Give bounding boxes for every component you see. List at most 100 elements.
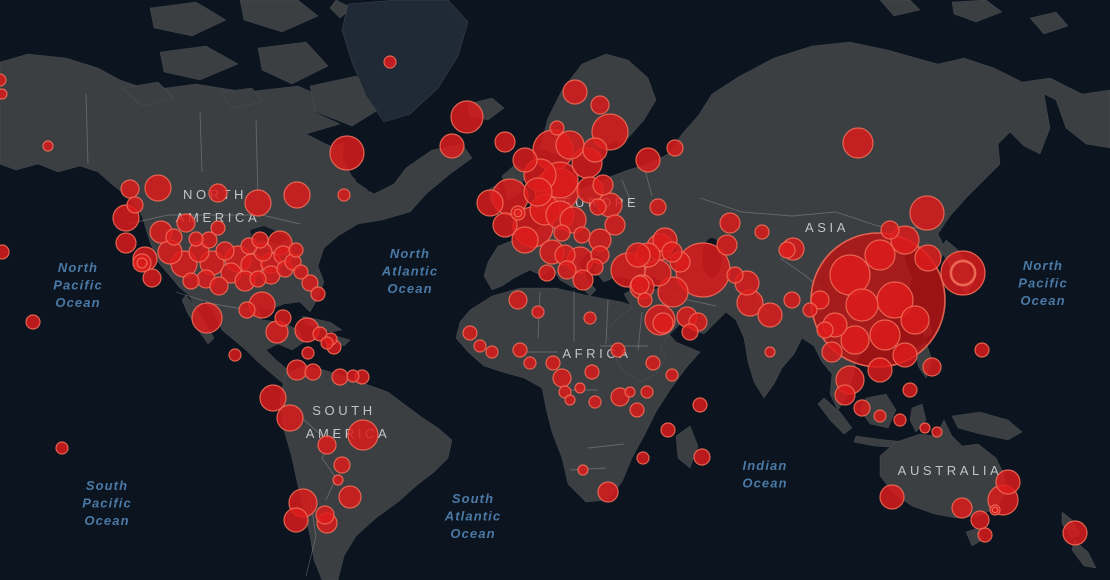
case-bubble[interactable] (597, 481, 619, 503)
case-bubble[interactable] (531, 305, 545, 319)
case-bubble[interactable] (555, 130, 585, 160)
case-bubble[interactable] (274, 309, 292, 327)
case-bubble[interactable] (283, 507, 309, 533)
case-bubble[interactable] (120, 179, 140, 199)
case-bubble[interactable] (182, 272, 200, 290)
case-bubble[interactable] (538, 264, 556, 282)
case-bubble[interactable] (115, 232, 137, 254)
case-bubble[interactable] (523, 356, 537, 370)
case-bubble[interactable] (970, 510, 990, 530)
case-bubble[interactable] (951, 497, 973, 519)
case-bubble[interactable] (337, 188, 351, 202)
case-bubble[interactable] (892, 342, 918, 368)
case-bubble[interactable] (25, 314, 41, 330)
case-bubble[interactable] (783, 291, 801, 309)
case-bubble[interactable] (624, 386, 636, 398)
case-bubble[interactable] (922, 357, 942, 377)
case-bubble[interactable] (329, 135, 365, 171)
case-bubble[interactable] (244, 189, 272, 217)
case-bubble[interactable] (1062, 520, 1088, 546)
case-bubble[interactable] (719, 212, 741, 234)
case-bubble[interactable] (210, 220, 226, 236)
case-bubble[interactable] (450, 100, 484, 134)
case-bubble[interactable] (816, 321, 834, 339)
case-bubble[interactable] (588, 395, 602, 409)
case-bubble[interactable] (869, 319, 901, 351)
case-bubble[interactable] (317, 435, 337, 455)
case-bubble[interactable] (126, 196, 144, 214)
case-bubble[interactable] (346, 369, 360, 383)
case-bubble[interactable] (630, 275, 650, 295)
case-bubble[interactable] (439, 133, 465, 159)
case-bubble[interactable] (0, 88, 8, 100)
case-bubble[interactable] (661, 241, 683, 263)
case-bubble[interactable] (893, 413, 907, 427)
case-bubble-inner-ring[interactable] (991, 506, 999, 514)
case-bubble[interactable] (473, 339, 487, 353)
case-bubble[interactable] (867, 357, 893, 383)
case-bubble[interactable] (919, 422, 931, 434)
case-bubble[interactable] (320, 336, 334, 350)
case-bubble[interactable] (228, 348, 242, 362)
case-bubble[interactable] (995, 469, 1021, 495)
case-bubble[interactable] (383, 55, 397, 69)
case-bubble[interactable] (977, 527, 993, 543)
case-bubble[interactable] (989, 504, 1001, 516)
case-bubble[interactable] (909, 195, 945, 231)
case-bubble[interactable] (144, 174, 172, 202)
case-bubble[interactable] (842, 127, 874, 159)
case-bubble[interactable] (0, 244, 10, 260)
case-bubble[interactable] (508, 290, 528, 310)
case-bubble[interactable] (249, 270, 267, 288)
case-bubble[interactable] (55, 441, 69, 455)
case-bubble[interactable] (545, 355, 561, 371)
case-bubble[interactable] (310, 286, 326, 302)
case-bubble[interactable] (583, 311, 597, 325)
case-bubble[interactable] (462, 325, 478, 341)
case-bubble[interactable] (293, 264, 309, 280)
case-bubble[interactable] (716, 234, 738, 256)
case-bubble[interactable] (208, 183, 228, 203)
case-bubble[interactable] (778, 241, 796, 259)
case-bubble[interactable] (494, 131, 516, 153)
case-bubble[interactable] (757, 302, 783, 328)
case-bubble[interactable] (165, 228, 183, 246)
case-bubble[interactable] (132, 253, 152, 273)
case-bubble[interactable] (492, 212, 518, 238)
case-bubble[interactable] (512, 342, 528, 358)
case-bubble[interactable] (764, 346, 776, 358)
case-bubble[interactable] (666, 139, 684, 157)
case-bubble[interactable] (592, 174, 614, 196)
case-bubble[interactable] (635, 147, 661, 173)
case-bubble[interactable] (304, 363, 322, 381)
case-bubble[interactable] (610, 342, 626, 358)
case-bubble[interactable] (640, 385, 654, 399)
case-bubble[interactable] (512, 147, 538, 173)
case-bubble[interactable] (562, 79, 588, 105)
case-bubble[interactable] (523, 177, 553, 207)
case-bubble[interactable] (549, 120, 565, 136)
case-bubble[interactable] (238, 301, 256, 319)
case-bubble[interactable] (557, 260, 577, 280)
case-bubble[interactable] (692, 397, 708, 413)
case-bubble[interactable] (845, 288, 879, 322)
case-bubble[interactable] (902, 382, 918, 398)
case-bubble-inner-ring[interactable] (513, 208, 523, 218)
case-bubble[interactable] (276, 404, 304, 432)
case-bubble[interactable] (301, 346, 315, 360)
case-bubble[interactable] (726, 266, 744, 284)
case-bubble[interactable] (974, 342, 990, 358)
case-bubble[interactable] (582, 137, 608, 163)
case-bubble[interactable] (572, 269, 594, 291)
case-bubble[interactable] (681, 323, 699, 341)
case-bubble[interactable] (573, 226, 591, 244)
case-bubble[interactable] (665, 368, 679, 382)
case-bubble[interactable] (879, 484, 905, 510)
case-bubble[interactable] (649, 198, 667, 216)
case-bubble[interactable] (332, 474, 344, 486)
case-bubble[interactable] (301, 274, 319, 292)
case-bubble[interactable] (864, 239, 896, 271)
case-bubble[interactable] (333, 456, 351, 474)
case-bubble[interactable] (660, 422, 676, 438)
case-bubble[interactable] (840, 325, 870, 355)
